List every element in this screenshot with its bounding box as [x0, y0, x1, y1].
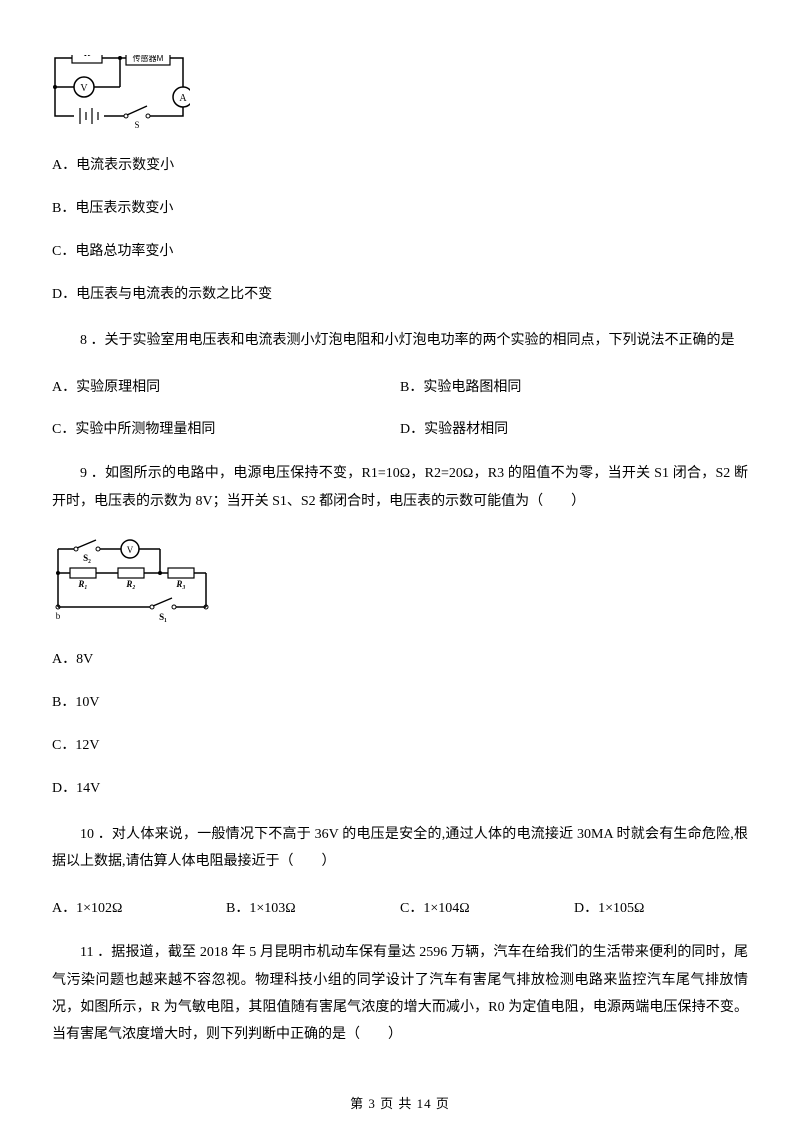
q10-option-b: B．1×103Ω: [226, 897, 400, 917]
label-a: A: [179, 93, 187, 104]
label-r2: R₂: [125, 579, 135, 589]
q8-stem: 8 ．关于实验室用电压表和电流表测小灯泡电阻和小灯泡电功率的两个实验的相同点，下…: [52, 327, 748, 354]
label-sensor: 传感器M: [133, 55, 164, 63]
q8-option-c: C．实验中所测物理量相同: [52, 418, 400, 438]
q9-option-d: D．14V: [52, 778, 748, 799]
q9-option-a: A．8V: [52, 649, 748, 670]
q11-stem: 11 ．据报道，截至 2018 年 5 月昆明市机动车保有量达 2596 万辆，…: [52, 939, 748, 1048]
label-s: S: [134, 120, 139, 130]
circuit-diagram-1: R R_M 传感器M V A S: [52, 55, 748, 133]
page-footer: 第 3 页 共 14 页: [0, 1093, 800, 1112]
q7-option-a: A．电流表示数变小: [52, 155, 748, 176]
q10-option-d: D．1×105Ω: [574, 897, 748, 917]
q7-option-b: B．电压表示数变小: [52, 198, 748, 219]
q7-option-c: C．电路总功率变小: [52, 241, 748, 262]
label-s1: S₁: [159, 612, 167, 622]
q10-option-c: C．1×104Ω: [400, 897, 574, 917]
label-r1: R₁: [77, 579, 87, 589]
label-s2: S₂: [83, 553, 91, 563]
label-r: R: [84, 55, 91, 58]
q8-option-b: B．实验电路图相同: [400, 376, 748, 396]
label-r3: R₃: [175, 579, 185, 589]
label-v: V: [80, 83, 88, 94]
circuit-diagram-2: S₂ V R₁ R₂ R₃ b S₁: [52, 537, 748, 627]
q10-stem: 10 ．对人体来说，一般情况下不高于 36V 的电压是安全的,通过人体的电流接近…: [52, 821, 748, 876]
q9-option-c: C．12V: [52, 735, 748, 756]
q10-option-a: A．1×102Ω: [52, 897, 226, 917]
q7-option-d: D．电压表与电流表的示数之比不变: [52, 284, 748, 305]
q9-stem: 9 ．如图所示的电路中，电源电压保持不变，R1=10Ω，R2=20Ω，R3 的阻…: [52, 460, 748, 515]
svg-text:b: b: [56, 611, 61, 621]
q8-option-d: D．实验器材相同: [400, 418, 748, 438]
label-v2: V: [127, 545, 134, 555]
q9-option-b: B．10V: [52, 692, 748, 713]
q8-option-a: A．实验原理相同: [52, 376, 400, 396]
